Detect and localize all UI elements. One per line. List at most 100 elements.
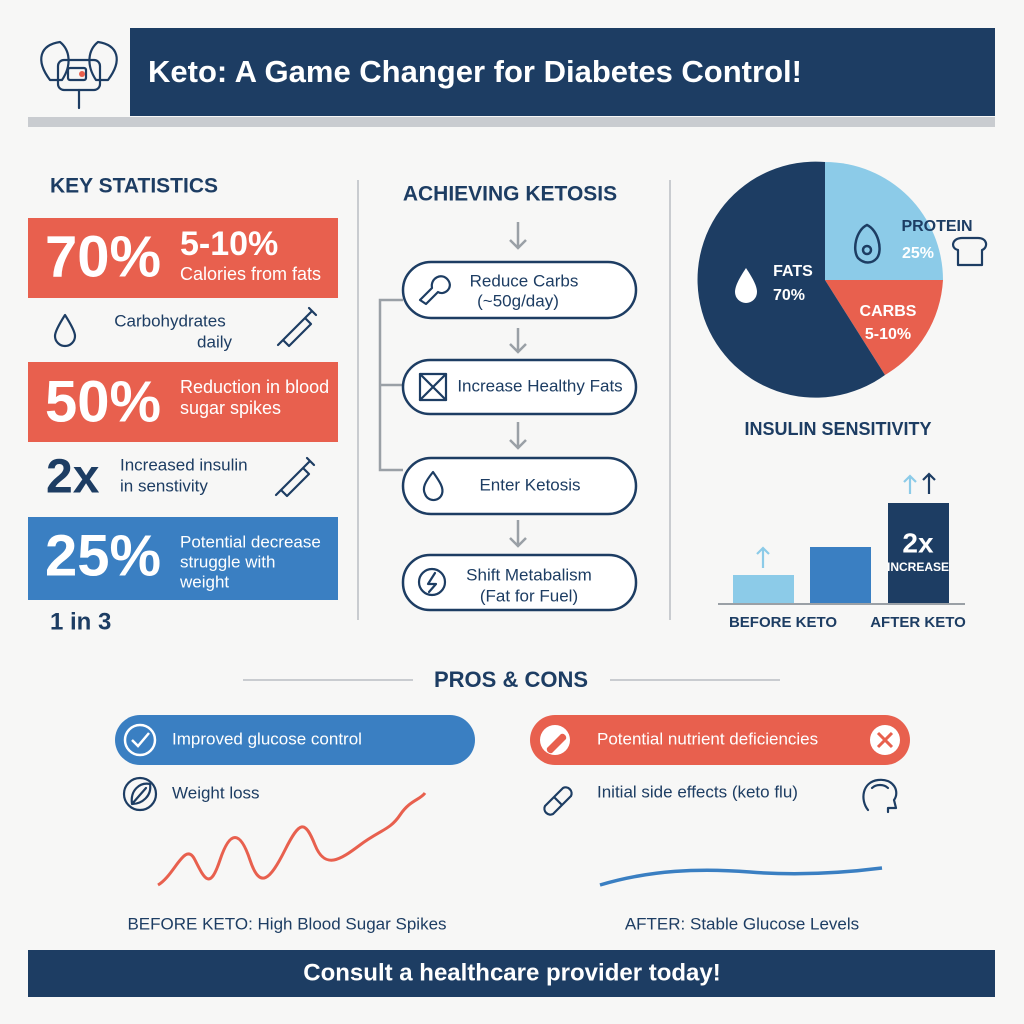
pie-value: 70% [773, 287, 805, 304]
stat-label: sugar spikes [180, 398, 281, 418]
pie-slice [697, 161, 885, 398]
arrows [756, 546, 770, 568]
step-label: (~50g/day) [477, 291, 559, 310]
x-icon [876, 731, 894, 749]
syringe-icon [276, 306, 318, 348]
section-heading: PROS & CONS [434, 667, 588, 692]
pro-text: Improved glucose control [172, 729, 362, 748]
stat-label: Reduction in blood [180, 377, 329, 397]
pie-value: 25% [902, 245, 934, 262]
stat-big: 2x [46, 451, 100, 504]
caption: AFTER: Stable Glucose Levels [625, 914, 859, 933]
pro-pill [115, 715, 475, 765]
step-pills [401, 260, 638, 320]
check-icon [131, 732, 150, 748]
logo-icon [40, 40, 70, 82]
step-label: Reduce Carbs [470, 271, 579, 290]
glucose-spikes [157, 792, 427, 887]
section-heading: INSULIN SENSITIVITY [744, 419, 931, 439]
step-icons [426, 571, 438, 594]
step-label: Shift Metabalism [466, 565, 592, 584]
flow-arrows [509, 520, 527, 548]
flow-arrows [509, 328, 527, 354]
stat-box [28, 517, 338, 600]
leaf-icon [122, 776, 158, 812]
footer-text: Consult a healthcare provider today! [303, 959, 720, 986]
avocado-icon [861, 244, 873, 256]
bar-label: BEFORE KETO [729, 614, 837, 631]
stat-label: Carbohydrates [114, 311, 226, 330]
stat-ratio: 1 in 3 [50, 608, 111, 635]
logo-icon [66, 66, 88, 82]
flow-arrows [378, 298, 403, 472]
pill-icon [546, 733, 567, 754]
stat-big: 70% [45, 224, 161, 289]
syringe-icon [276, 306, 318, 348]
footer-bar [28, 950, 995, 997]
bar [888, 503, 949, 603]
step-label: Increase Healthy Fats [457, 376, 622, 395]
bar-badge-label: INCREASE [887, 560, 949, 574]
step-icons [418, 372, 448, 402]
stat-label: struggle with [180, 552, 275, 571]
arrows [903, 474, 917, 494]
con-text: Initial side effects (keto flu) [597, 782, 798, 801]
head-icon [862, 778, 898, 814]
pie-label: CARBS [860, 303, 917, 320]
title-bar [130, 28, 995, 116]
step-pills [401, 456, 638, 516]
drop-icon [53, 313, 77, 348]
flow-arrows [509, 422, 527, 450]
step-label: Enter Ketosis [479, 475, 580, 494]
stat-big: 25% [45, 523, 161, 588]
glucose-stable [599, 866, 883, 887]
bread-icon [952, 236, 988, 267]
step-icons [418, 372, 448, 402]
step-icons [418, 275, 451, 306]
syringe-icon [274, 456, 316, 498]
section-heading: KEY STATISTICS [50, 175, 218, 198]
stat-label: Potential decrease [180, 532, 321, 551]
flow-arrows [378, 222, 527, 548]
con-pill [530, 715, 910, 765]
pro-text: Weight loss [172, 783, 260, 802]
bar-badge: 2x [902, 527, 934, 558]
stat-value: 5-10% [180, 225, 278, 263]
check-icon [123, 723, 157, 757]
flow-arrows [509, 222, 527, 250]
syringe-icon [274, 456, 316, 498]
caption: BEFORE KETO: High Blood Sugar Spikes [127, 914, 446, 933]
logo-dot [79, 71, 85, 77]
bar [810, 547, 871, 603]
leaf-icon [130, 782, 152, 806]
leaf-icon [122, 776, 158, 812]
head-icon [870, 783, 890, 790]
page-title: Keto: A Game Changer for Diabetes Contro… [148, 54, 802, 89]
head-icon [862, 778, 898, 814]
logo-icon [88, 40, 118, 82]
pie-label: PROTEIN [901, 218, 972, 235]
check-icon [123, 723, 157, 757]
drop-icon [735, 268, 757, 303]
logo-icon [40, 40, 118, 110]
stat-box [28, 362, 338, 442]
stat-label: daily [197, 332, 232, 351]
step-label: (Fat for Fuel) [480, 586, 578, 605]
stat-big: 50% [45, 369, 161, 434]
avocado-icon [854, 223, 881, 264]
step-pills [401, 358, 638, 416]
step-icons [417, 275, 451, 597]
stat-label: Increased insulin [120, 455, 248, 474]
step-icons [417, 567, 447, 597]
bar [733, 575, 794, 603]
arrows [922, 472, 936, 494]
bread-icon [952, 236, 988, 267]
con-text: Potential nutrient deficiencies [597, 729, 818, 748]
section-heading: ACHIEVING KETOSIS [403, 183, 617, 206]
arrows [756, 472, 936, 568]
avocado-icon [854, 223, 881, 264]
step-pills [401, 260, 638, 612]
pie-label: FATS [773, 263, 813, 280]
